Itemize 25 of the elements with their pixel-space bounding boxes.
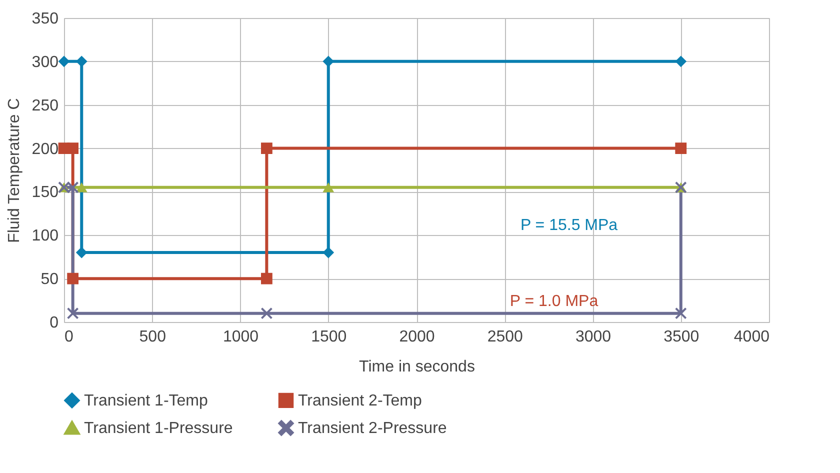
x-axis-title: Time in seconds	[359, 358, 475, 376]
y-tick-label: 250	[32, 97, 59, 114]
x-tick-label: 1500	[311, 328, 347, 346]
y-tick-label: 50	[40, 271, 59, 288]
legend-label: Transient 1-Temp	[84, 392, 208, 410]
x-tick-label: 3500	[664, 328, 700, 346]
y-tick-label: 200	[32, 140, 59, 158]
x-tick-label: 2500	[487, 328, 524, 346]
y-axis-title: Fluid Temperature C	[6, 98, 23, 243]
y-tick-label: 150	[32, 184, 59, 202]
legend-label: Transient 1-Pressure	[84, 420, 233, 437]
y-tick-label: 100	[32, 228, 59, 245]
y-tick-label: 350	[32, 10, 59, 28]
x-tick-label: 3000	[575, 328, 612, 346]
annotation: P = 1.0 MPa	[510, 293, 598, 310]
x-tick-label: 4000	[734, 328, 770, 346]
annotation: P = 15.5 MPa	[520, 217, 618, 234]
x-tick-label: 500	[139, 328, 166, 346]
y-tick-label: 0	[50, 314, 59, 332]
x-tick-label: 2000	[399, 328, 435, 346]
x-tick-label: 0	[64, 328, 74, 346]
legend-label: Transient 2-Temp	[298, 392, 422, 410]
legend-label: Transient 2-Pressure	[298, 420, 447, 437]
x-tick-label: 1000	[222, 328, 259, 346]
y-tick-label: 300	[32, 54, 59, 71]
